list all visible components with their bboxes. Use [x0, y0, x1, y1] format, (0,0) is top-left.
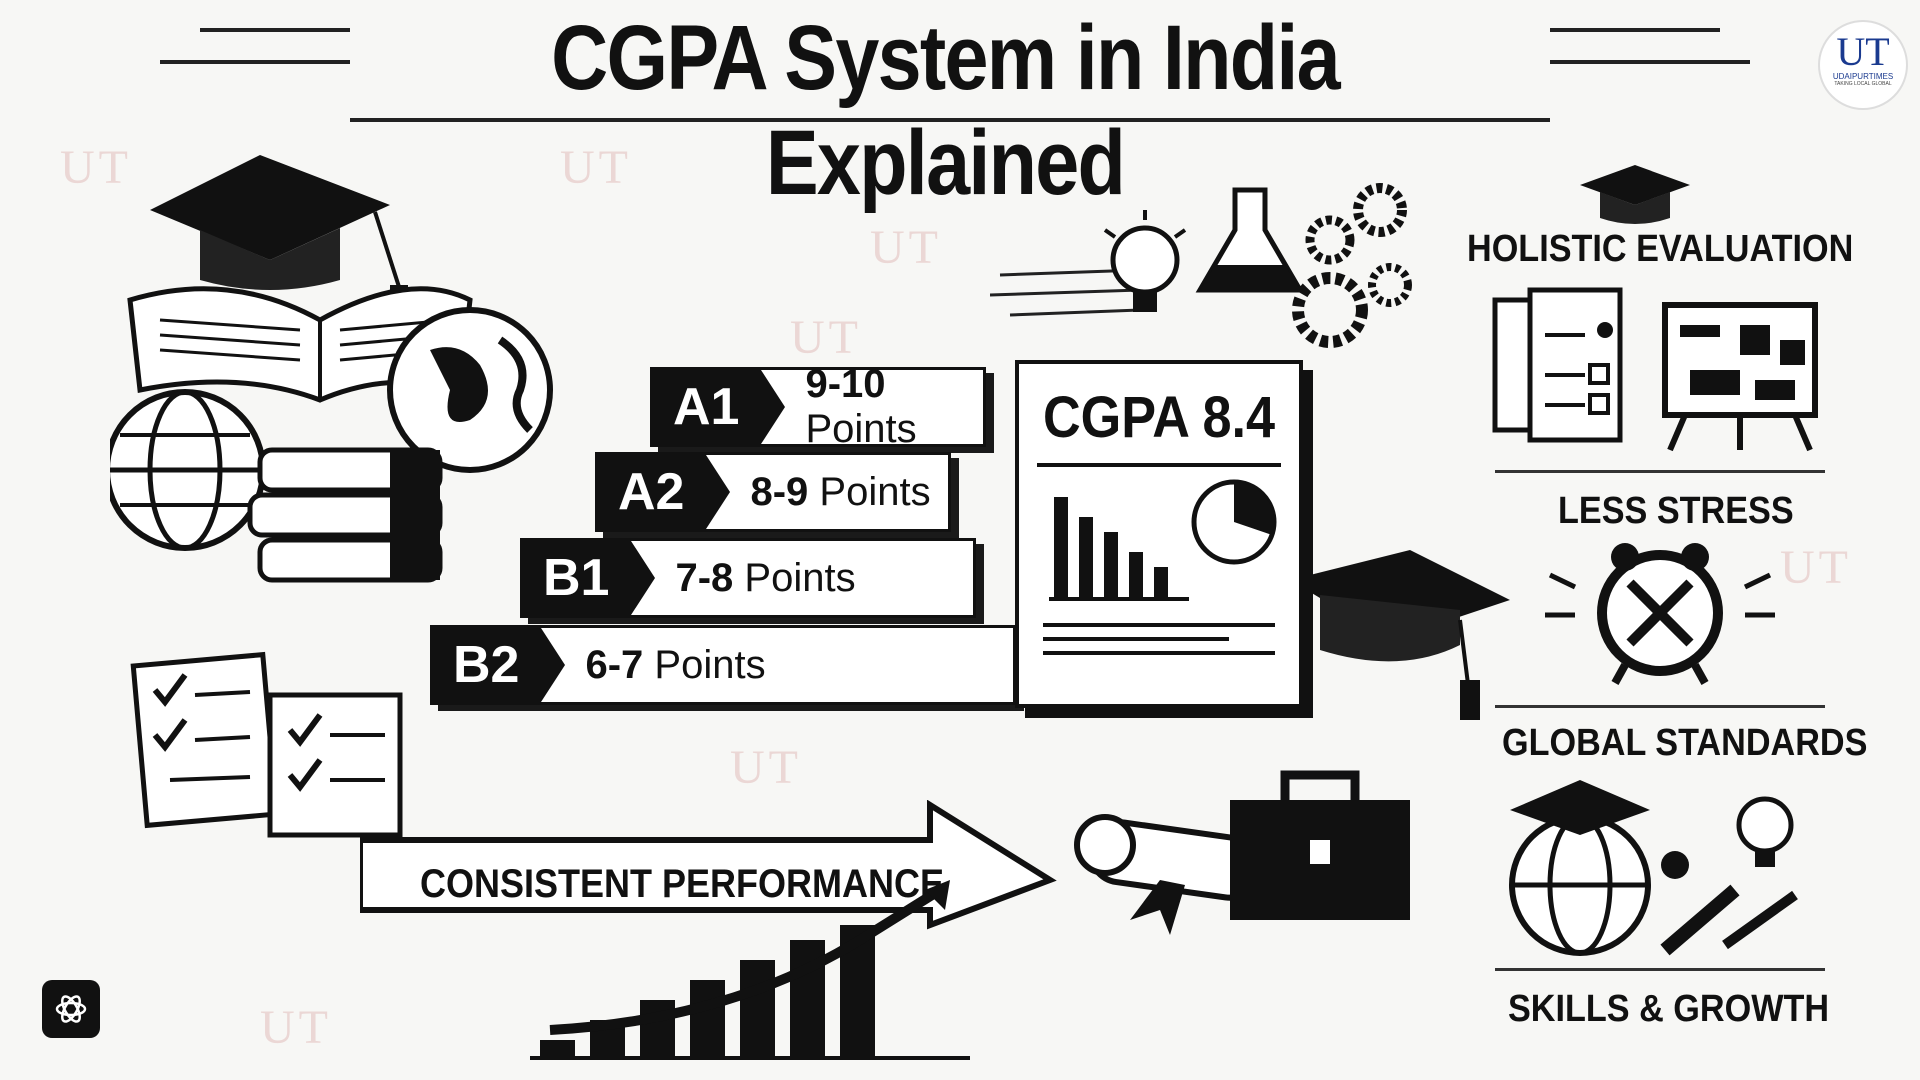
graduation-cap-icon: [1290, 550, 1510, 720]
education-illustration: [110, 155, 553, 583]
benefit-skills-growth: SKILLS & GROWTH: [1508, 988, 1830, 1030]
logo-mark: UT: [1836, 29, 1890, 74]
pencil-icon: [1660, 884, 1798, 956]
cgpa-score: CGPA 8.4: [1042, 385, 1276, 450]
science-icons: [1103, 183, 1412, 348]
title-underline: [350, 118, 1550, 122]
briefcase-icon: [1230, 770, 1410, 920]
grade-code: A1: [653, 370, 762, 444]
watermark: UT: [790, 311, 862, 364]
lightbulb-icon: [1103, 210, 1187, 312]
text-line: [1043, 651, 1275, 655]
bar-chart-icon: [1049, 479, 1277, 601]
gear-icon: [1292, 183, 1412, 348]
graduation-cap-icon: [1510, 780, 1650, 835]
logo-tagline: TAKING LOCAL GLOBAL: [1834, 81, 1892, 87]
open-book-icon: [127, 286, 473, 403]
title-rule: [200, 28, 350, 32]
alarm-clock-icon: [1545, 543, 1775, 685]
diploma-icon: [1074, 814, 1263, 935]
checklist-icon: [130, 651, 280, 829]
text-line: [1043, 623, 1275, 627]
book-stack-icon: [247, 447, 443, 583]
graduation-cap-icon: [1580, 165, 1690, 224]
arrow-decoration: [360, 800, 1057, 930]
grade-code: B1: [523, 541, 632, 615]
globe-icon: [1509, 814, 1651, 956]
globe-icon: [110, 389, 266, 551]
grade-row-b1: B1 7-8 Points: [520, 538, 976, 618]
grade-row-a2: A2 8-9 Points: [595, 452, 951, 532]
page-title: CGPA System in India Explained: [551, 7, 1340, 214]
title-rule: [1550, 28, 1720, 32]
grade-code: B2: [433, 628, 542, 702]
presentation-board-icon: [1662, 302, 1818, 452]
grade-range: 7-8 Points: [675, 555, 856, 600]
title-rule: [160, 60, 350, 64]
checklist-illustration: [130, 651, 403, 838]
grade-range: 8-9 Points: [750, 469, 931, 514]
clipboard-icon: [1492, 287, 1623, 443]
growth-bar-chart-icon: [530, 880, 970, 1060]
evaluation-icons: [1492, 287, 1818, 452]
watermark: UT: [560, 141, 632, 194]
benefit-holistic-evaluation: HOLISTIC EVALUATION: [1467, 228, 1854, 270]
divider: [1495, 470, 1825, 473]
global-skills-icons: [1509, 780, 1798, 956]
globe-icon: [387, 307, 553, 473]
grade-code: A2: [598, 455, 707, 529]
watermark: UT: [60, 141, 132, 194]
logo: UT UDAIPURTIMES TAKING LOCAL GLOBAL: [1818, 20, 1908, 110]
ai-badge-icon: [42, 980, 100, 1038]
watermark: UT: [730, 741, 802, 794]
grade-range: 6-7 Points: [585, 642, 766, 687]
grade-row-a1: A1 9-10 Points: [650, 362, 986, 451]
watermark: UT: [870, 221, 942, 274]
title-rule: [1550, 60, 1750, 64]
consistent-performance-label: CONSISTENT PERFORMANCE: [420, 862, 945, 906]
watermark: UT: [1780, 541, 1852, 594]
divider: [1495, 705, 1825, 708]
checklist-icon: [267, 692, 403, 838]
cgpa-report-card: CGPA 8.4: [1015, 360, 1303, 708]
text-line: [1043, 637, 1229, 641]
career-icons: [1074, 770, 1410, 935]
lightbulb-icon: [1736, 796, 1794, 867]
logo-name: UDAIPURTIMES: [1832, 72, 1894, 81]
grade-range: 9-10 Points: [805, 362, 917, 451]
report-divider: [1037, 463, 1281, 467]
benefit-global-standards: GLOBAL STANDARDS: [1502, 722, 1868, 764]
benefit-less-stress: LESS STRESS: [1558, 490, 1794, 532]
grade-row-b2: B2 6-7 Points: [430, 625, 1016, 705]
divider: [1495, 968, 1825, 971]
watermark: UT: [260, 1001, 332, 1054]
flask-icon: [1195, 187, 1305, 293]
